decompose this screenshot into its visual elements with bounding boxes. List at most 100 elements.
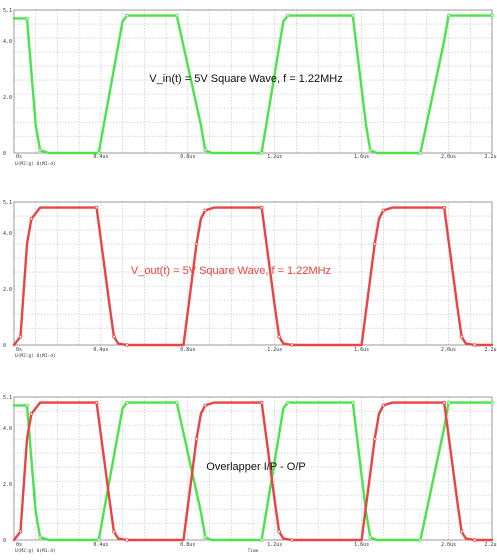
data-point <box>446 400 451 405</box>
data-point <box>277 334 281 339</box>
x-tick-label: 0s <box>16 347 22 353</box>
chart-annotation: V_out(t) = 5V Square Wave, f = 1.22MHz <box>131 265 331 277</box>
data-point <box>459 529 464 534</box>
y-tick-label: 0 <box>3 343 6 349</box>
data-point <box>29 412 34 416</box>
data-point <box>38 148 42 152</box>
data-point <box>442 205 447 210</box>
y-tick-label: 0 <box>3 151 6 157</box>
y-tick-label: 5.1 <box>3 395 12 401</box>
chart-annotation: Overlapper I/P - O/P <box>206 461 305 473</box>
data-point <box>372 242 377 246</box>
data-point <box>18 334 23 339</box>
x-tick-label: 1.2us <box>267 154 282 160</box>
y-tick-label: 5.1 <box>3 8 12 14</box>
data-point <box>203 208 208 213</box>
data-point <box>25 403 29 408</box>
legend-text: U(M2:g) U(M1:d) <box>15 353 56 359</box>
data-point <box>381 208 386 213</box>
x-tick-label: 1.6us <box>354 347 369 353</box>
data-point <box>94 205 99 210</box>
data-point <box>290 343 294 347</box>
x-tick-label: 2.0us <box>441 542 456 548</box>
data-point <box>490 13 494 18</box>
y-tick-label: 4.0 <box>3 39 12 45</box>
y-tick-label: 2.0 <box>3 95 12 101</box>
data-point <box>112 529 116 534</box>
x-tick-label: 0.4us <box>93 542 108 548</box>
x-tick-label: 1.6us <box>354 154 369 160</box>
y-tick-label: 5.1 <box>3 200 12 206</box>
x-tick-label: 0.8us <box>180 154 195 160</box>
data-point <box>203 403 208 408</box>
data-point <box>203 535 208 539</box>
x-tick-label: 0s <box>16 154 22 160</box>
chart-annotation: V_in(t) = 5V Square Wave, f = 1.22MHz <box>149 73 342 85</box>
data-point <box>472 538 477 542</box>
x-tick-label: 0.8us <box>180 347 195 353</box>
data-point <box>194 242 199 246</box>
data-point <box>285 400 290 405</box>
data-point <box>96 538 101 542</box>
chart-panel-1: 0s 0.4us 0.8us 1.2us 1.6us 2.0us 2.2us 0 2.0 4.0 5… <box>3 8 497 167</box>
data-point <box>418 538 423 542</box>
plot-frame <box>13 201 493 346</box>
data-point <box>25 16 29 21</box>
data-point <box>472 343 477 347</box>
x-tick-label: 1.2us <box>267 347 282 353</box>
data-point <box>203 148 208 152</box>
data-point <box>175 13 179 18</box>
data-point <box>125 538 129 542</box>
data-point <box>94 400 99 405</box>
x-tick-label: 1.6us <box>354 542 369 548</box>
y-tick-label: 4.0 <box>3 426 12 432</box>
data-point <box>175 400 179 405</box>
x-tick-label: 0.4us <box>93 154 108 160</box>
legend-text: U(M2:g) U(M1:d) <box>15 548 56 554</box>
data-point <box>442 400 447 405</box>
data-point <box>125 13 129 18</box>
data-point <box>18 529 23 534</box>
data-point <box>351 400 355 405</box>
x-tick-label: 2.2us <box>484 154 497 160</box>
series-line-green <box>12 14 494 155</box>
x-axis-label: Time <box>248 548 259 554</box>
plot-area <box>14 397 492 540</box>
plot-area <box>14 202 492 345</box>
data-point <box>277 529 281 534</box>
y-tick-label: 0 <box>3 538 6 544</box>
data-point <box>285 13 290 18</box>
data-point <box>446 13 451 18</box>
data-point <box>372 437 377 441</box>
data-point <box>125 343 129 347</box>
chart-panel-2: 0s 0.4us 0.8us 1.2us 1.6us 2.0us 2.2us 0 2.0 4.0 5… <box>3 200 497 359</box>
series-line-green <box>12 401 494 542</box>
data-point <box>368 148 373 152</box>
data-point <box>125 400 129 405</box>
data-point <box>368 535 373 539</box>
x-tick-label: 1.2us <box>267 542 282 548</box>
x-tick-label: 0s <box>16 542 22 548</box>
data-point <box>38 535 42 539</box>
plot-area <box>14 10 492 153</box>
data-point <box>418 151 423 155</box>
data-point <box>259 151 264 155</box>
data-point <box>96 151 101 155</box>
x-tick-label: 0.8us <box>180 542 195 548</box>
x-tick-label: 2.0us <box>441 154 456 160</box>
data-point <box>490 400 494 405</box>
data-point <box>194 437 199 441</box>
y-tick-label: 2.0 <box>3 482 12 488</box>
y-tick-label: 4.0 <box>3 231 12 237</box>
x-tick-label: 2.2us <box>484 542 497 548</box>
data-point <box>259 538 264 542</box>
data-point <box>259 205 264 210</box>
data-point <box>112 334 116 339</box>
data-point <box>29 217 34 221</box>
chart-panel-3: 0s 0.4us 0.8us 1.2us 1.6us 2.0us 2.2us 0 2.0 4.0 5… <box>3 395 497 554</box>
legend-text: U(M2:g) U(M1:d) <box>15 161 56 167</box>
x-tick-label: 2.2us <box>484 347 497 353</box>
x-tick-label: 0.4us <box>93 347 108 353</box>
data-point <box>290 538 294 542</box>
